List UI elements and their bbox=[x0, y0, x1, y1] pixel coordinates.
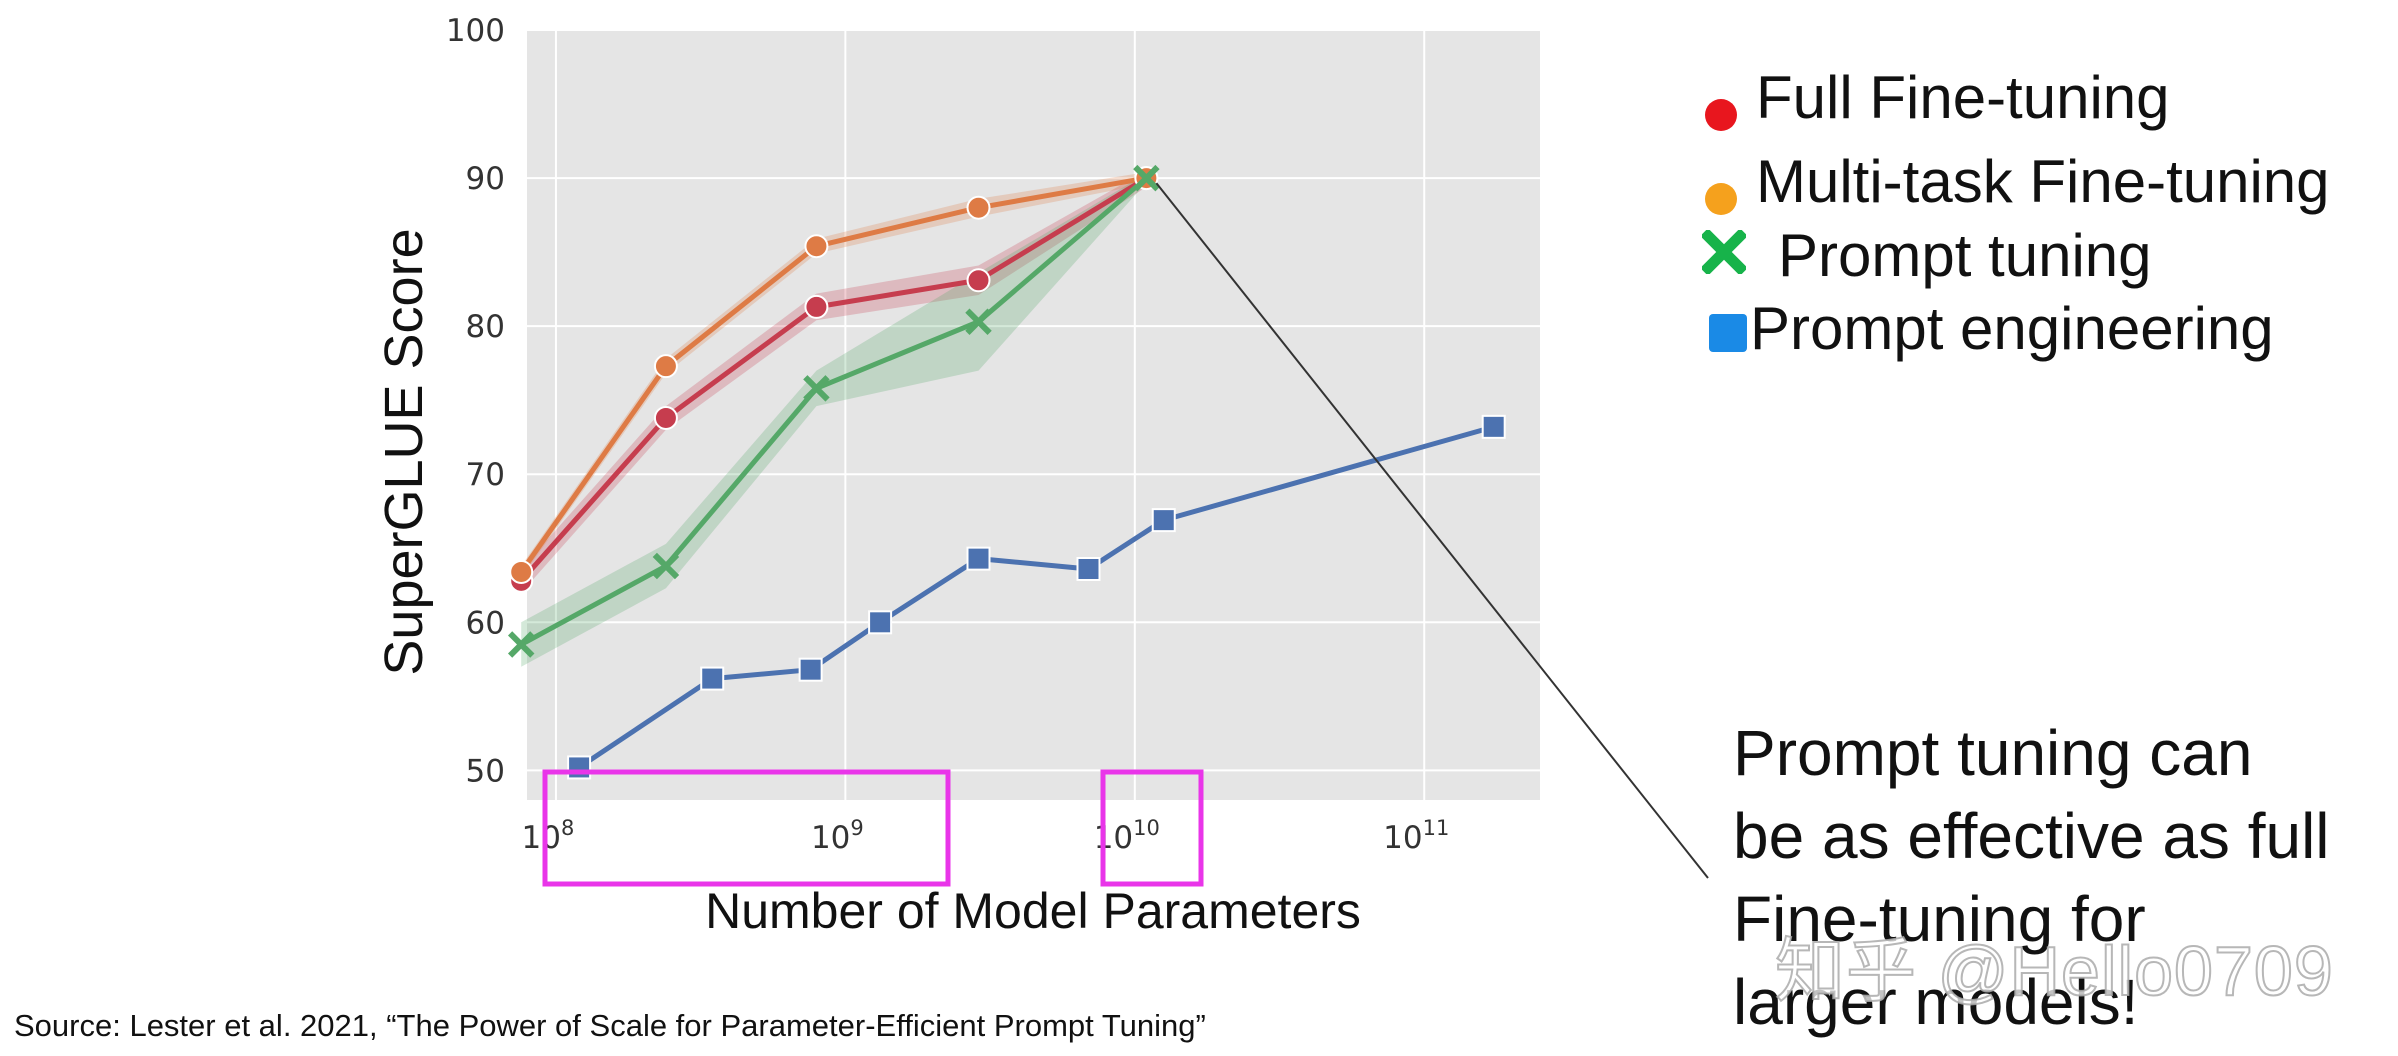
plot-area bbox=[527, 30, 1540, 800]
data-point bbox=[653, 405, 678, 430]
data-point bbox=[653, 354, 678, 379]
data-point bbox=[966, 268, 991, 293]
callout-text: Prompt tuning can be as effective as ful… bbox=[1733, 712, 2373, 1044]
series-markers bbox=[507, 164, 1506, 780]
y-tick-label: 50 bbox=[466, 753, 505, 789]
legend-label: Prompt tuning bbox=[1778, 222, 2152, 289]
data-point bbox=[1076, 557, 1101, 581]
data-point bbox=[1133, 164, 1160, 192]
data-point bbox=[868, 610, 893, 635]
callout-line: be as effective as full bbox=[1733, 800, 2330, 872]
data-point bbox=[804, 234, 829, 259]
x-tick-label: 1011 bbox=[1383, 816, 1449, 856]
legend-label: Multi-task Fine-tuning bbox=[1756, 148, 2330, 215]
data-point bbox=[700, 666, 725, 691]
data-point bbox=[804, 294, 829, 319]
confidence-band bbox=[521, 170, 1147, 593]
red-circle-icon bbox=[1705, 99, 1737, 131]
data-point bbox=[507, 631, 535, 658]
data-point bbox=[965, 308, 992, 335]
confidence-band bbox=[521, 173, 1147, 667]
data-point bbox=[966, 195, 991, 220]
green-x-icon bbox=[1702, 230, 1746, 274]
y-tick-label: 60 bbox=[466, 605, 505, 641]
y-tick-label: 70 bbox=[466, 457, 505, 493]
callout-line: larger models! bbox=[1733, 966, 2139, 1038]
legend-label: Full Fine-tuning bbox=[1756, 64, 2170, 131]
highlight-box-1e8-1e9 bbox=[542, 769, 951, 887]
callout-line: Fine-tuning for bbox=[1733, 883, 2146, 955]
data-point bbox=[652, 552, 680, 580]
x-tick-label: 108 bbox=[522, 816, 575, 856]
data-point bbox=[1481, 414, 1506, 439]
legend-label: Prompt engineering bbox=[1750, 295, 2274, 362]
watermark: 知乎 @Hello0709 bbox=[1774, 931, 2334, 1011]
data-point bbox=[1151, 508, 1176, 533]
grid-lines bbox=[527, 29, 1540, 800]
y-tick-label: 90 bbox=[466, 161, 505, 197]
callout-pointer-line bbox=[1155, 182, 1709, 879]
data-point bbox=[509, 559, 534, 584]
blue-square-icon bbox=[1709, 314, 1747, 352]
data-point bbox=[966, 546, 991, 571]
highlight-box-1e10 bbox=[1100, 769, 1204, 887]
confidence-bands bbox=[521, 170, 1147, 667]
y-tick-label: 80 bbox=[466, 309, 505, 345]
data-point bbox=[567, 755, 592, 780]
data-point bbox=[803, 375, 830, 402]
y-tick-labels: 50 60 70 80 90 100 bbox=[446, 13, 505, 789]
y-tick-label: 100 bbox=[446, 13, 505, 49]
x-tick-labels: 108 109 1010 1011 bbox=[522, 816, 1450, 856]
x-tick-label: 1010 bbox=[1094, 816, 1160, 856]
source-citation: Source: Lester et al. 2021, “The Power o… bbox=[14, 1008, 1206, 1043]
highlight-boxes bbox=[542, 769, 1204, 887]
y-axis-label: SuperGLUE Score bbox=[374, 228, 434, 675]
data-point bbox=[798, 657, 823, 682]
orange-circle-icon bbox=[1705, 183, 1737, 215]
series-line bbox=[577, 424, 1495, 770]
x-tick-label: 109 bbox=[811, 816, 864, 856]
x-axis-label: Number of Model Parameters bbox=[705, 883, 1361, 939]
callout-line: Prompt tuning can bbox=[1733, 717, 2253, 789]
